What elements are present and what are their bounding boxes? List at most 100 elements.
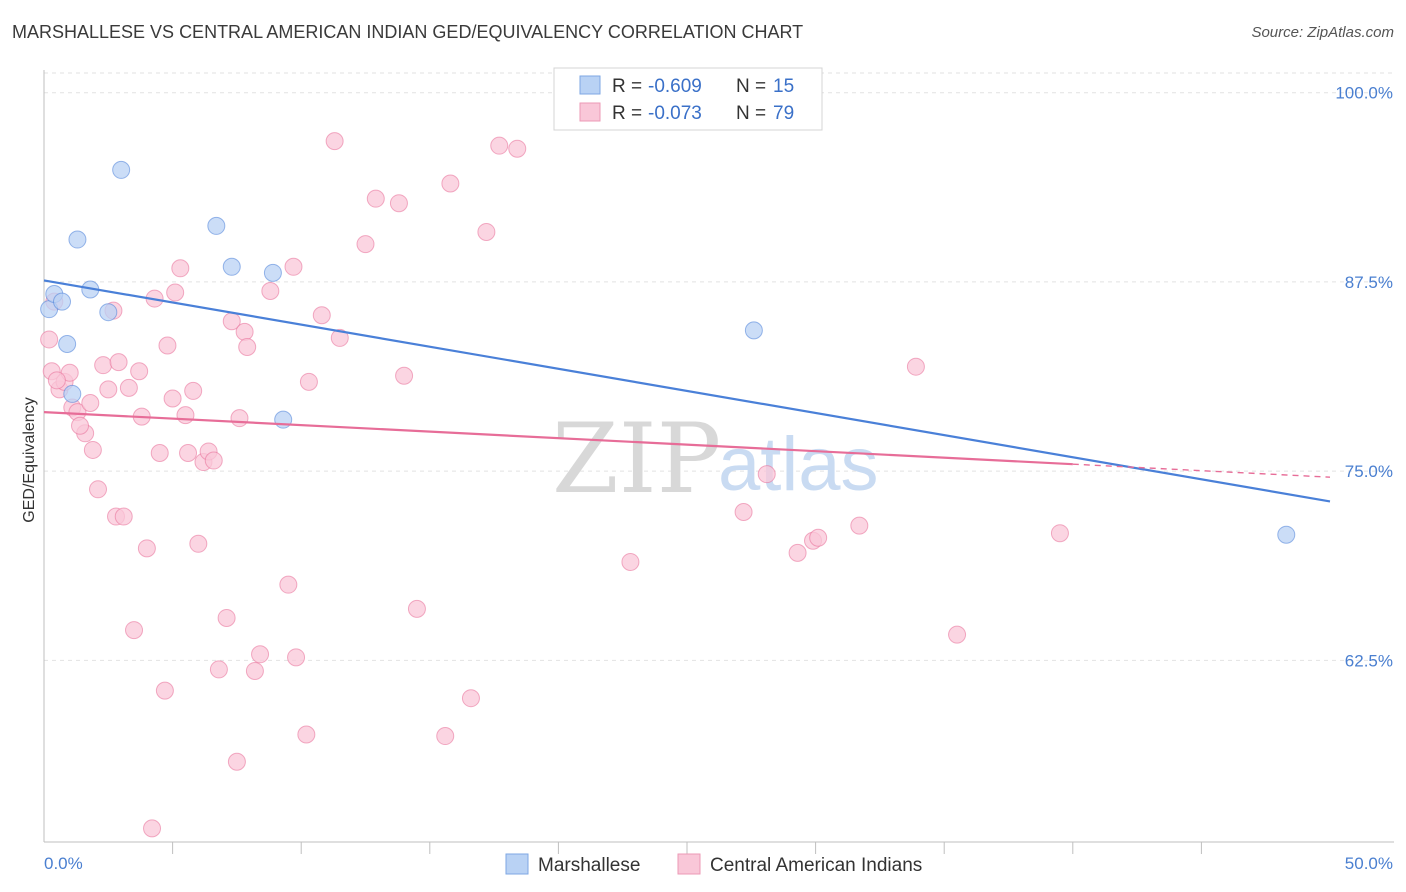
point-series1-27 [158, 336, 177, 355]
point-series0-12 [274, 410, 293, 429]
point-series1-39 [217, 608, 236, 627]
point-series1-12 [94, 356, 113, 375]
point-series1-46 [251, 645, 270, 664]
trend-line-series0 [43, 279, 1331, 503]
point-series1-38 [209, 660, 228, 679]
point-series1-45 [245, 661, 264, 680]
y-tick-labels: 62.5% 75.0% 87.5% 100.0% [1335, 84, 1393, 671]
point-series1-0 [40, 330, 59, 349]
point-series1-76 [1050, 524, 1069, 543]
legend-n-label-2: N = [736, 103, 766, 124]
point-series1-59 [395, 366, 414, 385]
point-series1-49 [284, 257, 303, 276]
point-series1-63 [461, 689, 480, 708]
point-series0-4 [63, 384, 82, 403]
point-series1-75 [948, 625, 967, 644]
y-axis-title: GED/Equivalency [21, 397, 38, 522]
axes [43, 70, 1394, 843]
point-series1-68 [734, 503, 753, 522]
point-series1-57 [366, 189, 385, 208]
point-series1-50 [287, 648, 306, 667]
point-series0-5 [68, 230, 87, 249]
point-series1-52 [299, 372, 318, 391]
point-series1-74 [906, 357, 925, 376]
bottom-legend-swatch-marshallese [505, 853, 529, 875]
legend-n-label-1: N = [736, 76, 766, 97]
source-label: Source: ZipAtlas.com [1251, 24, 1394, 41]
point-series1-54 [325, 132, 344, 151]
point-series1-41 [227, 752, 246, 771]
watermark-zip: ZIP [552, 403, 721, 515]
trend-lines [43, 279, 1331, 503]
trend-line-dashed-series1 [1072, 463, 1331, 478]
point-series1-62 [441, 174, 460, 193]
point-series1-22 [137, 539, 156, 558]
bottom-legend-swatch-central-american [677, 853, 701, 875]
bottom-legend-label-central-american: Central American Indians [710, 855, 922, 876]
point-series1-28 [163, 389, 182, 408]
point-series1-20 [130, 362, 149, 381]
point-series1-23 [143, 819, 162, 838]
point-series1-60 [407, 599, 426, 618]
point-series1-31 [176, 406, 195, 425]
point-series1-65 [490, 136, 509, 155]
point-series1-9 [81, 394, 100, 413]
point-series0-3 [58, 334, 77, 353]
legend-r-value-1: -0.609 [648, 76, 702, 97]
point-series0-14 [1277, 525, 1296, 544]
point-series1-26 [155, 681, 174, 700]
point-series1-56 [356, 235, 375, 254]
point-series0-10 [222, 257, 241, 276]
point-series1-43 [235, 322, 254, 341]
stats-legend: R = -0.609 N = 15 R = -0.073 N = 79 [553, 67, 823, 131]
point-series1-42 [230, 409, 249, 428]
point-series1-11 [89, 480, 108, 499]
point-series0-13 [744, 321, 763, 340]
bottom-legend-label-marshallese: Marshallese [538, 855, 640, 876]
gridlines [44, 72, 1394, 661]
point-series1-30 [171, 259, 190, 278]
point-series0-2 [53, 292, 72, 311]
point-series1-61 [436, 727, 455, 746]
data-points [40, 132, 1296, 838]
point-series1-72 [809, 528, 828, 547]
point-series1-78 [71, 416, 90, 435]
point-series1-53 [312, 306, 331, 325]
point-series0-9 [207, 216, 226, 235]
point-series1-13 [99, 380, 118, 399]
point-series1-66 [508, 139, 527, 158]
point-series1-18 [119, 378, 138, 397]
point-series1-51 [297, 725, 316, 744]
point-series0-8 [112, 160, 131, 179]
point-series1-10 [83, 440, 102, 459]
point-series1-67 [621, 552, 640, 571]
point-series1-47 [261, 282, 280, 301]
point-series0-11 [263, 263, 282, 282]
x-tick-label-max: 50.0% [1345, 854, 1393, 873]
point-series1-32 [179, 443, 198, 462]
legend-swatch-central-american [579, 102, 601, 122]
point-series1-70 [788, 543, 807, 562]
legend-n-value-1: 15 [773, 76, 794, 97]
y-tick-label-2: 87.5% [1345, 273, 1393, 292]
point-series1-55 [330, 328, 349, 347]
legend-r-label-2: R = [612, 103, 642, 124]
point-series1-73 [850, 516, 869, 535]
y-tick-label-3: 100.0% [1335, 84, 1393, 103]
point-series1-19 [125, 621, 144, 640]
legend-n-value-2: 79 [773, 103, 794, 124]
y-tick-label-0: 62.5% [1345, 651, 1393, 670]
point-series1-44 [238, 338, 257, 357]
point-series1-48 [279, 575, 298, 594]
point-series1-34 [189, 534, 208, 553]
legend-r-value-2: -0.073 [648, 103, 702, 124]
chart-title: MARSHALLESE VS CENTRAL AMERICAN INDIAN G… [12, 22, 804, 42]
bottom-legend: Marshallese Central American Indians [505, 853, 922, 876]
point-series1-37 [204, 451, 223, 470]
x-tick-labels: 0.0% 50.0% [44, 854, 1393, 873]
watermark: ZIP atlas [552, 403, 879, 515]
point-series1-17 [114, 507, 133, 526]
x-tick-label-min: 0.0% [44, 854, 83, 873]
watermark-atlas: atlas [718, 422, 879, 507]
x-ticks [172, 842, 1202, 854]
